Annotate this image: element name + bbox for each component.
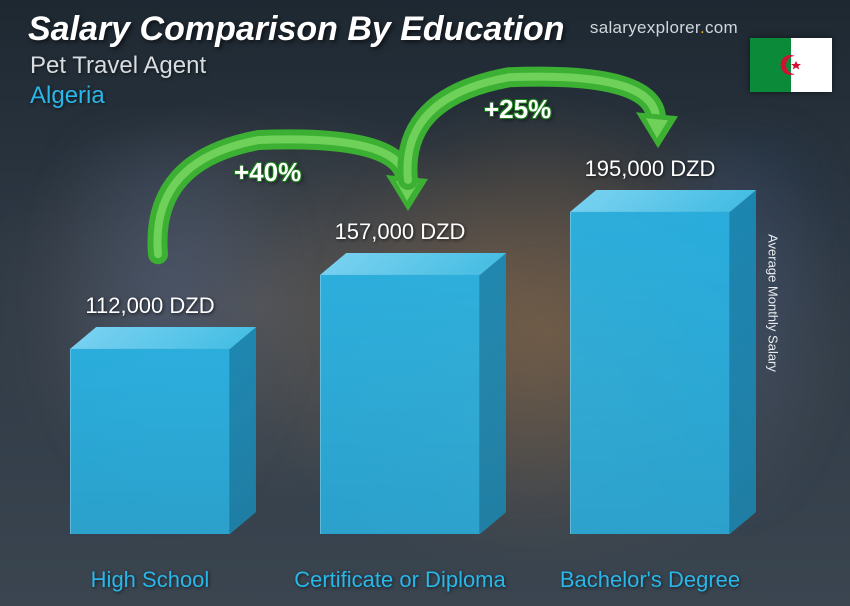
bar-top — [70, 327, 256, 349]
bar-side — [730, 190, 756, 534]
watermark: salaryexplorer.com — [590, 18, 738, 38]
bar-value-label: 112,000 DZD — [40, 293, 260, 319]
watermark-suffix: com — [705, 18, 738, 37]
bar-front — [70, 349, 230, 534]
bar — [70, 349, 230, 534]
chart-title: Salary Comparison By Education — [28, 10, 565, 49]
bar-top — [320, 253, 506, 275]
percent-increase-label: +40% — [234, 157, 301, 188]
bar-category-label: High School — [40, 567, 260, 592]
bar-value-label: 157,000 DZD — [290, 219, 510, 245]
chart-country: Algeria — [30, 82, 105, 110]
bar-category-label: Certificate or Diploma — [290, 567, 510, 592]
bar-side — [230, 327, 256, 534]
chart-subtitle: Pet Travel Agent — [30, 52, 206, 80]
bar-front — [320, 275, 480, 534]
bar-top — [570, 190, 756, 212]
flag-emblem-icon — [776, 50, 806, 80]
bar-chart: 112,000 DZDHigh School157,000 DZDCertifi… — [60, 154, 800, 534]
bar-value-label: 195,000 DZD — [540, 156, 760, 182]
bar-side — [480, 253, 506, 534]
watermark-prefix: salaryexplorer — [590, 18, 700, 37]
bar-category-label: Bachelor's Degree — [540, 567, 760, 592]
country-flag — [750, 38, 832, 92]
percent-increase-label: +25% — [484, 94, 551, 125]
bar-front — [570, 212, 730, 534]
bar — [570, 212, 730, 534]
bar — [320, 275, 480, 534]
